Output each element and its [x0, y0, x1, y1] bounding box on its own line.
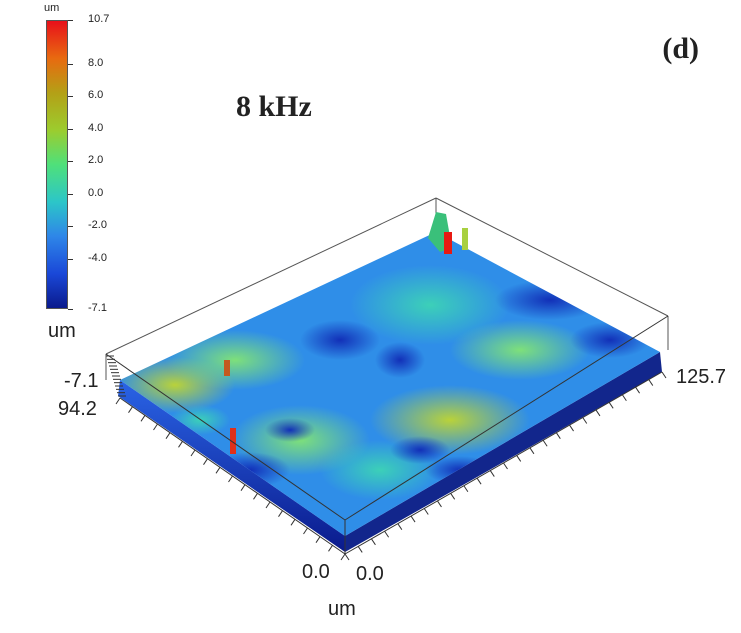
x-axis-tick — [661, 371, 667, 379]
y-axis-max-label: 94.2 — [58, 398, 97, 420]
y-axis-tick — [290, 519, 296, 526]
colorbar-tick-mark — [68, 193, 73, 195]
y-axis-tick — [253, 493, 258, 500]
x-axis-tick — [648, 379, 654, 386]
colorbar-tick-mark — [68, 226, 73, 228]
colorbar-tick-mark — [68, 161, 73, 163]
colorbar-tick-mark — [68, 20, 73, 21]
x-axis-tick — [410, 515, 416, 523]
x-axis-tick — [595, 409, 601, 417]
surface-left-wall — [118, 380, 345, 552]
panel-label: (d) — [662, 32, 699, 65]
x-axis-tick — [516, 455, 522, 462]
x-axis-ticks — [344, 371, 667, 561]
y-axis-tick — [128, 406, 133, 413]
colorbar-tick-label: -7.1 — [88, 302, 107, 314]
x-axis-tick — [608, 402, 614, 409]
x-axis-tick — [384, 530, 390, 538]
z-axis-unit: um — [48, 320, 76, 342]
x-axis-tick — [357, 546, 363, 553]
z-axis-min-label: -7.1 — [64, 370, 99, 392]
colorbar-gradient — [46, 20, 68, 309]
colorbar-tick-label: -2.0 — [88, 219, 107, 232]
x-axis-tick — [621, 394, 627, 402]
y-axis-tick — [178, 441, 183, 448]
y-axis-tick — [165, 432, 171, 439]
y-axis-tick — [315, 536, 321, 543]
x-axis-tick — [463, 485, 469, 493]
y-axis-tick — [215, 467, 221, 474]
x-axis-unit: um — [328, 598, 356, 620]
x-axis-tick — [569, 424, 574, 432]
x-axis-tick — [423, 508, 429, 515]
x-axis-tick — [503, 462, 508, 470]
y-axis-tick — [140, 415, 146, 422]
y-axis-tick — [328, 545, 333, 552]
z-axis-ticks — [106, 355, 126, 397]
x-axis-tick — [555, 432, 561, 439]
x-axis-tick — [397, 523, 403, 530]
colorbar-tick-label: -4.0 — [88, 251, 107, 264]
x-axis-min-label: 0.0 — [356, 563, 384, 585]
y-axis-tick — [228, 475, 233, 483]
colorbar-tick-label: 0.0 — [88, 186, 104, 199]
colorbar-tick-label: 6.0 — [88, 89, 104, 102]
x-axis-tick — [344, 553, 350, 561]
colorbar-tick-label: 4.0 — [88, 121, 104, 134]
colorbar-tick-mark — [68, 309, 73, 310]
colorbar-tick-label: 2.0 — [88, 154, 104, 167]
colorbar-tick-label: 10.7 — [88, 13, 110, 25]
surface-peaks — [224, 212, 468, 454]
x-axis-tick — [582, 417, 588, 424]
surface-right-wall — [345, 352, 662, 552]
x-axis-tick — [542, 439, 548, 447]
colorbar-tick-mark — [68, 63, 73, 65]
y-axis-tick — [240, 484, 246, 491]
colorbar-tick-mark — [68, 128, 73, 130]
x-axis-tick — [489, 470, 495, 477]
x-axis-tick — [635, 386, 640, 394]
y-axis-tick — [278, 510, 283, 517]
y-axis-tick — [190, 449, 196, 457]
colorbar-unit: um — [44, 2, 60, 14]
y-axis-tick — [303, 527, 308, 535]
y-axis-tick — [153, 423, 158, 431]
back-box-lines — [105, 197, 669, 380]
y-axis-min-label: 0.0 — [302, 561, 330, 583]
x-axis-tick — [450, 493, 456, 500]
colorbar-tick-mark — [68, 96, 73, 98]
x-axis-tick — [529, 447, 535, 455]
colorbar-tick-mark — [68, 258, 73, 260]
chart-title: 8 kHz — [236, 90, 312, 123]
y-axis-tick — [265, 501, 271, 509]
y-axis-tick — [340, 553, 346, 561]
colorbar-tick-label: 8.0 — [88, 56, 104, 69]
x-axis-tick — [437, 500, 442, 508]
x-axis-max-label: 125.7 — [676, 366, 727, 388]
y-axis-tick — [203, 458, 208, 465]
y-axis-ticks — [115, 397, 346, 561]
x-axis-tick — [371, 538, 376, 546]
x-axis-tick — [476, 477, 482, 485]
y-axis-tick — [115, 397, 121, 405]
